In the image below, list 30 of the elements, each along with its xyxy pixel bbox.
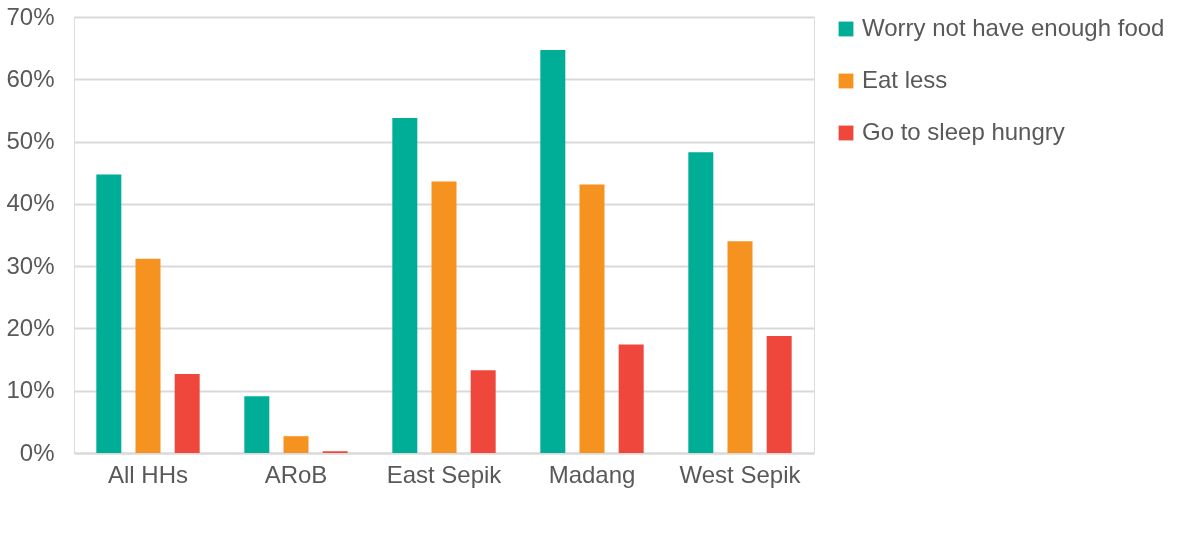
bar — [470, 370, 496, 453]
x-tick-label: All HHs — [107, 460, 189, 488]
bar — [579, 184, 605, 453]
bar — [727, 241, 753, 453]
x-tick-label: ARoB — [264, 460, 328, 488]
bar — [135, 258, 161, 453]
bar — [688, 152, 714, 453]
y-tick-label: 10% — [6, 376, 55, 404]
bar — [174, 373, 200, 453]
y-tick-label: 30% — [6, 251, 55, 279]
bar — [283, 436, 309, 453]
x-tick-label: East Sepik — [386, 460, 503, 488]
y-tick-label: 40% — [6, 189, 55, 217]
bar — [618, 344, 644, 453]
y-tick-label: 0% — [19, 438, 55, 466]
legend-label: Eat less — [862, 66, 948, 93]
y-tick-label: 20% — [6, 313, 55, 341]
bar — [244, 396, 270, 453]
x-tick-label: Madang — [548, 460, 636, 488]
y-tick-label: 60% — [6, 64, 55, 92]
bar — [540, 50, 566, 453]
bar — [431, 181, 457, 453]
y-tick-label: 50% — [6, 127, 55, 155]
bar — [96, 174, 122, 453]
legend-label: Go to sleep hungry — [862, 118, 1065, 145]
legend-label: Worry not have enough food — [862, 14, 1165, 41]
bar — [392, 117, 418, 453]
x-tick-label: West Sepik — [679, 460, 802, 488]
y-tick-label: 70% — [6, 2, 55, 30]
bar — [766, 335, 792, 453]
